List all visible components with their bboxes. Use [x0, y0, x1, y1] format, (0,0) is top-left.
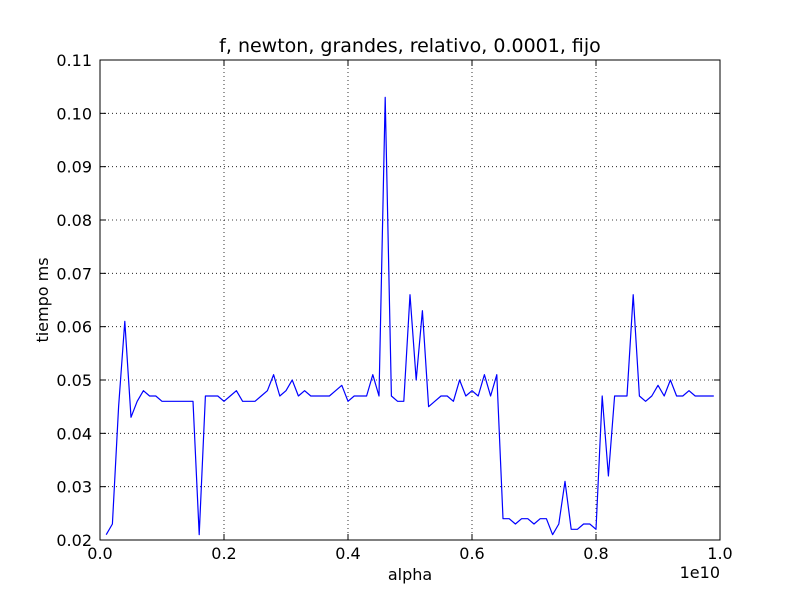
plot-frame — [99, 59, 721, 541]
y-axis-label: tiempo ms — [33, 257, 52, 342]
chart-title: f, newton, grandes, relativo, 0.0001, fi… — [219, 35, 601, 57]
series-layer — [105, 96, 714, 536]
x-tick-label: 0.8 — [583, 544, 608, 563]
tick-labels: 0.0 0.2 0.4 0.6 0.8 1.0 0.02 0.03 0.04 0.05 0.06 0.… — [56, 51, 732, 563]
y-tick-label: 0.10 — [56, 104, 92, 123]
x-axis-label: alpha — [388, 565, 432, 584]
x-tick-label: 0.4 — [335, 544, 360, 563]
x-tick-label: 0.6 — [459, 544, 484, 563]
x-offset-label: 1e10 — [680, 563, 720, 582]
y-tick-label: 0.07 — [56, 264, 92, 283]
series-line — [105, 96, 714, 536]
y-tick-label: 0.04 — [56, 424, 92, 443]
y-tick-label: 0.05 — [56, 371, 92, 390]
y-tick-label: 0.09 — [56, 158, 92, 177]
y-tick-label: 0.02 — [56, 531, 92, 550]
y-tick-label: 0.08 — [56, 211, 92, 230]
tick-marks — [99, 59, 721, 541]
y-tick-label: 0.03 — [56, 478, 92, 497]
x-tick-label: 1.0 — [707, 544, 732, 563]
y-tick-label: 0.06 — [56, 318, 92, 337]
x-tick-label: 0.2 — [211, 544, 236, 563]
y-tick-label: 0.11 — [56, 51, 92, 70]
x-tick-label: 0.0 — [87, 544, 112, 563]
